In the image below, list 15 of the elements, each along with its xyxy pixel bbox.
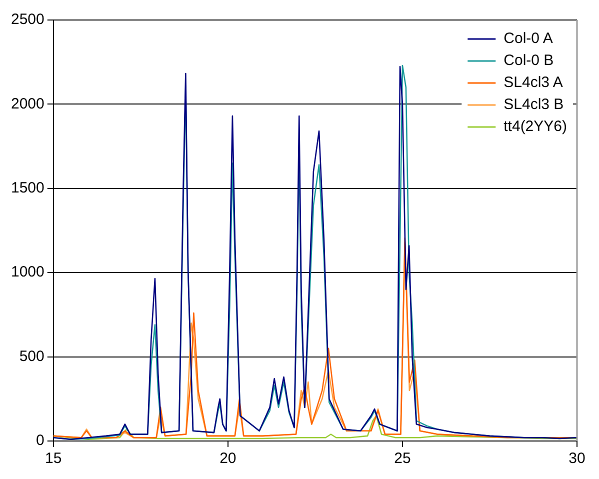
legend-label: Col-0 B bbox=[504, 52, 554, 70]
y-tick-label: 1000 bbox=[10, 264, 44, 281]
y-tick-label: 1500 bbox=[10, 180, 44, 197]
y-tick-label: 500 bbox=[19, 348, 44, 365]
legend-label: tt4(2YY6) bbox=[504, 118, 568, 136]
y-tick-label: 2500 bbox=[10, 11, 44, 28]
x-tick-label: 30 bbox=[568, 450, 586, 468]
x-tick-label: 20 bbox=[220, 450, 236, 468]
x-tick-label: 25 bbox=[394, 450, 411, 468]
x-tick-label: 15 bbox=[45, 450, 62, 468]
legend-label: SL4cl3 B bbox=[504, 96, 564, 114]
legend-label: SL4cl3 A bbox=[504, 74, 563, 92]
y-tick-label: 0 bbox=[36, 432, 44, 450]
legend-label: Col-0 A bbox=[504, 30, 553, 48]
y-tick-label: 2000 bbox=[10, 95, 44, 112]
